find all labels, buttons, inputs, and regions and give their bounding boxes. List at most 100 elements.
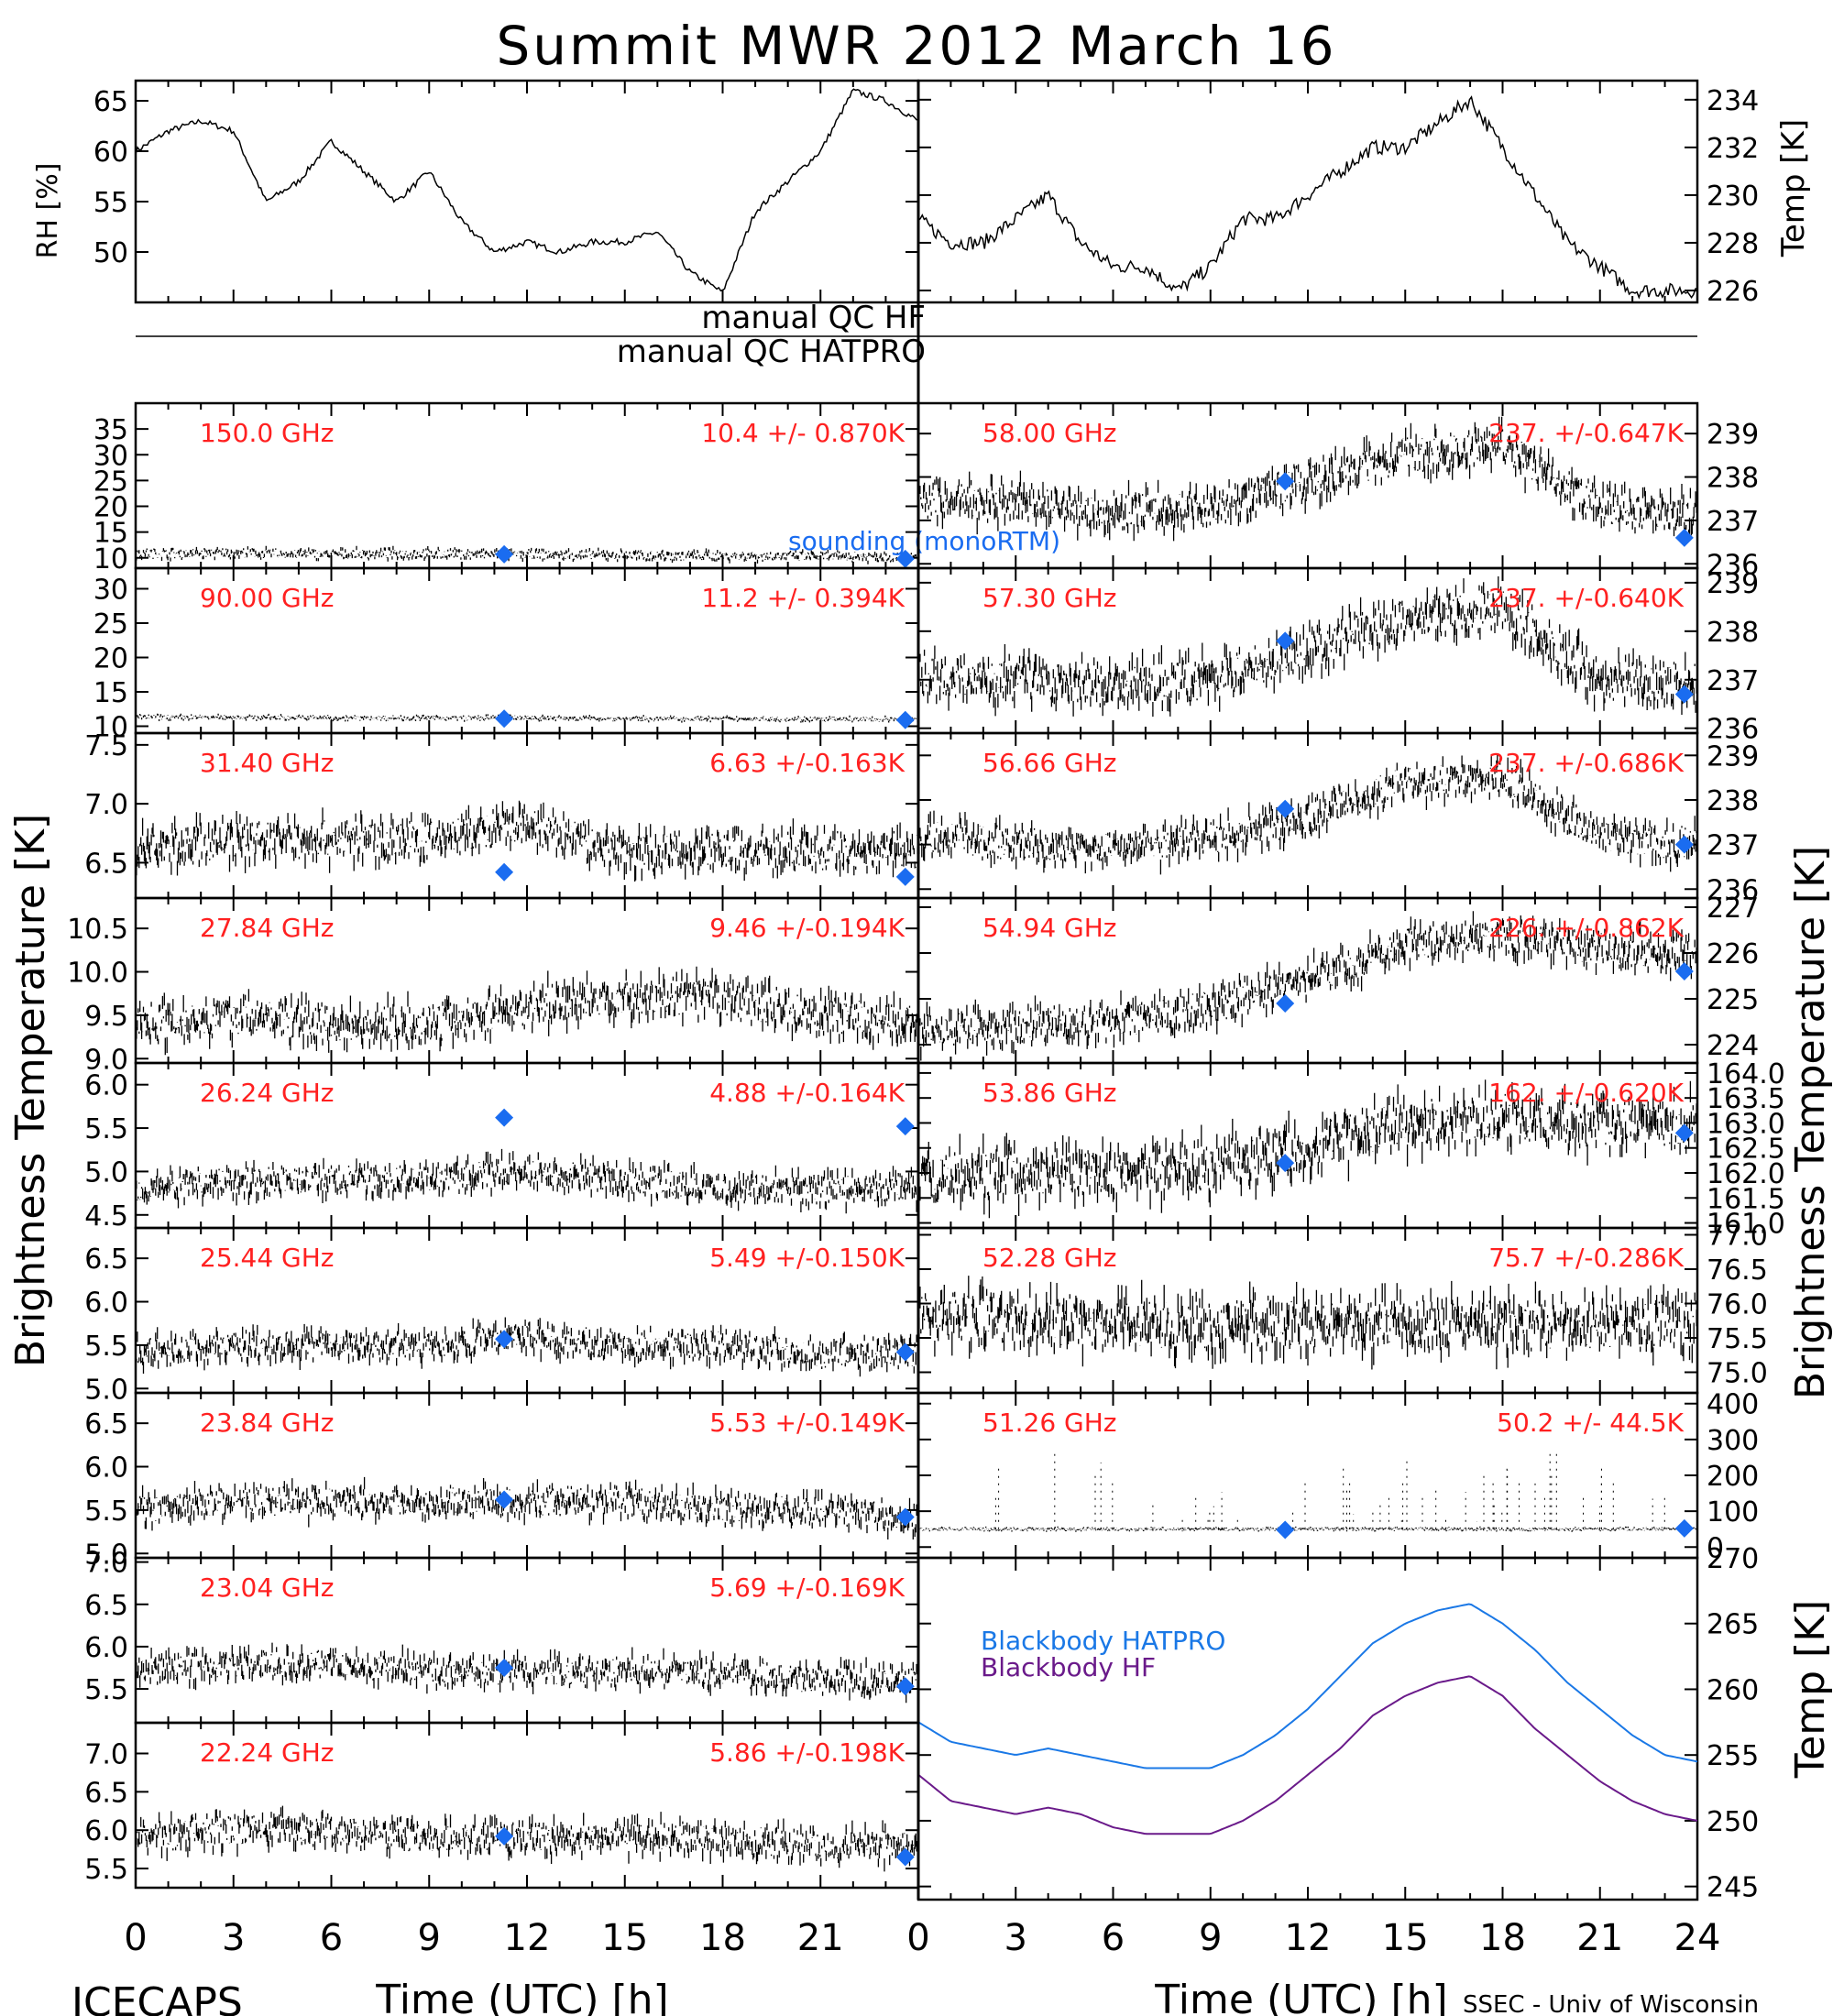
x-left-tick-label: 18	[699, 1917, 746, 1959]
bt-panel-2624-ytick-label: 5.0	[84, 1156, 128, 1189]
bt-panel-3140-freq-label: 31.40 GHz	[200, 748, 335, 778]
bt-panel-5494-ytick-label: 227	[1707, 893, 1759, 925]
bt-panel-5666-ytick-label: 238	[1707, 785, 1759, 817]
bt-panel-9000-stat-label: 11.2 +/- 0.394K	[701, 583, 905, 613]
bt-panel-5730-sounding-marker	[1276, 631, 1295, 651]
bt-panel-5386-stat-label: 162. +/-0.620K	[1488, 1078, 1684, 1108]
bt-panel-5126-ytick-label: 200	[1707, 1461, 1759, 1493]
qc-hatpro-label: manual QC HATPRO	[617, 334, 926, 370]
blackbody-panel-ytick-label: 250	[1707, 1806, 1759, 1838]
temp-axis-label: Temp [K]	[1775, 119, 1812, 257]
bt-panel-2544-ytick-label: 6.0	[84, 1287, 128, 1320]
bt-panel-5800-stat-label: 237. +/-0.647K	[1488, 418, 1684, 448]
bt-panel-1500-stat-label: 10.4 +/- 0.870K	[701, 418, 905, 448]
temp-panel-ytick-label: 232	[1707, 133, 1759, 165]
bt-panel-2224-ytick-label: 6.5	[84, 1777, 128, 1809]
bt-panel-3140-ytick-label: 7.5	[84, 730, 128, 762]
bt-panel-5386-sounding-marker	[1674, 1123, 1694, 1143]
bt-panel-3140-ytick-label: 6.5	[84, 848, 128, 880]
temp-panel-ytick-label: 234	[1707, 85, 1759, 117]
bt-panel-2304-ytick-label: 5.5	[84, 1674, 128, 1706]
figure-title: Summit MWR 2012 March 16	[496, 15, 1336, 77]
temp-panel-frame	[916, 79, 1699, 304]
bt-panel-2784-series-points	[135, 966, 918, 1056]
bt-panel-2304-sounding-marker	[895, 1677, 915, 1696]
bt-panel-5666-ytick-label: 236	[1707, 874, 1759, 906]
rh-panel-ytick-label: 50	[93, 237, 128, 269]
bt-panel-2384-ytick-label: 5.5	[84, 1496, 128, 1528]
bt-panel-5494-ytick-label: 226	[1707, 938, 1759, 970]
bt-panel-5126-freq-label: 51.26 GHz	[982, 1408, 1117, 1438]
bt-panel-5800-sounding-marker	[1276, 472, 1295, 491]
x-right-tick-label: 3	[1004, 1917, 1027, 1959]
x-left-tick-label: 3	[222, 1917, 245, 1959]
bt-panel-5494-sounding-marker	[1276, 994, 1295, 1013]
blackbody-series-1	[917, 1675, 1698, 1835]
bt-panel-5126-ytick-label: 0	[1707, 1532, 1724, 1564]
bt-panel-2784-ytick-label: 9.0	[84, 1044, 128, 1076]
bt-panel-5666-sounding-marker	[1276, 799, 1295, 818]
bt-panel-5228-freq-label: 52.28 GHz	[982, 1243, 1117, 1273]
temp-panel-ytick-label: 226	[1707, 276, 1759, 308]
bt-panel-5228-series-points	[917, 1276, 1697, 1370]
blackbody-panel-ytick-label: 270	[1707, 1543, 1759, 1575]
rh-panel-ytick-label: 65	[93, 86, 128, 118]
bt-panel-2784-ytick-label: 10.5	[67, 914, 128, 946]
bt-panel-9000-sounding-marker	[495, 709, 514, 729]
bt-panel-5730-stat-label: 237. +/-0.640K	[1488, 583, 1684, 613]
bt-left-axis-label: Brightness Temperature [K]	[7, 814, 54, 1367]
bt-panel-2304-series-points	[135, 1642, 918, 1704]
rh-panel-ytick-label: 55	[93, 187, 128, 219]
bt-panel-5386-ytick-label: 163.5	[1707, 1083, 1785, 1115]
bt-panel-3140-sounding-marker	[895, 867, 915, 886]
bb-temp-axis-label: Temp [K]	[1787, 1600, 1833, 1779]
bt-panel-5386-sounding-marker	[1276, 1154, 1295, 1173]
bt-panel-5228-stat-label: 75.7 +/-0.286K	[1488, 1243, 1684, 1273]
blackbody-panel-ytick-label: 260	[1707, 1674, 1759, 1706]
bt-panel-5228-ytick-label: 75.5	[1707, 1323, 1768, 1355]
bt-panel-2384-ytick-label: 6.0	[84, 1452, 128, 1485]
bt-panel-2784-ytick-label: 9.5	[84, 1001, 128, 1033]
bt-panel-2224-stat-label: 5.86 +/-0.198K	[709, 1737, 905, 1768]
bt-panel-2384-ytick-label: 5.0	[84, 1539, 128, 1571]
bt-panel-2224-ytick-label: 5.5	[84, 1854, 128, 1886]
bt-panel-5666-ytick-label: 239	[1707, 740, 1759, 772]
temp-panel-series-line	[917, 95, 1698, 300]
temp-panel-ytick-label: 230	[1707, 181, 1759, 213]
rh-panel-frame	[134, 79, 920, 304]
bt-panel-2224-sounding-marker	[495, 1826, 514, 1846]
bt-panel-5228-ytick-label: 76.5	[1707, 1255, 1768, 1287]
bt-panel-5386-ytick-label: 163.0	[1707, 1108, 1785, 1140]
bt-panel-2304-sounding-marker	[495, 1659, 514, 1677]
bt-panel-5126-spikes	[994, 1452, 1665, 1529]
bt-panel-2544-sounding-marker	[495, 1330, 514, 1349]
bt-panel-2624-ytick-label: 4.5	[84, 1200, 128, 1233]
x-left-tick-label: 15	[601, 1917, 648, 1959]
x-right-tick-label: 21	[1576, 1917, 1623, 1959]
bt-panel-2544-stat-label: 5.49 +/-0.150K	[709, 1243, 905, 1273]
bt-panel-3140-series-points	[135, 800, 918, 882]
bt-panel-5228-ytick-label: 77.0	[1707, 1221, 1768, 1253]
bt-panel-5386-ytick-label: 161.0	[1707, 1209, 1785, 1241]
bt-panel-1500-ytick-label: 35	[93, 414, 128, 446]
footer-left-label: ICECAPS	[71, 1979, 243, 2016]
blackbody-legend-1: Blackbody HF	[981, 1652, 1156, 1682]
bt-right-axis-label: Brightness Temperature [K]	[1787, 846, 1833, 1399]
bt-panel-2224-ytick-label: 6.0	[84, 1815, 128, 1847]
bt-panel-5126-sounding-marker	[1276, 1520, 1295, 1539]
bt-panel-9000-ytick-label: 25	[93, 608, 128, 641]
bt-panel-5386-ytick-label: 164.0	[1707, 1058, 1785, 1090]
sounding-legend-label: sounding (monoRTM)	[788, 526, 1060, 556]
blackbody-panel-ytick-label: 255	[1707, 1740, 1759, 1772]
bt-panel-2384-sounding-marker	[495, 1490, 514, 1509]
x-left-axis-label: Time (UTC) [h]	[375, 1977, 668, 2016]
bt-panel-2544-ytick-label: 5.5	[84, 1331, 128, 1363]
x-right-tick-label: 24	[1674, 1917, 1721, 1959]
rh-axis-label: RH [%]	[32, 163, 64, 259]
bt-panel-2784-freq-label: 27.84 GHz	[200, 913, 335, 943]
bt-panel-1500-series-points	[135, 545, 918, 564]
bt-panel-5494-ytick-label: 225	[1707, 984, 1759, 1016]
bt-panel-5666-freq-label: 56.66 GHz	[982, 748, 1117, 778]
bt-panel-5126-series-points	[917, 1526, 1697, 1532]
